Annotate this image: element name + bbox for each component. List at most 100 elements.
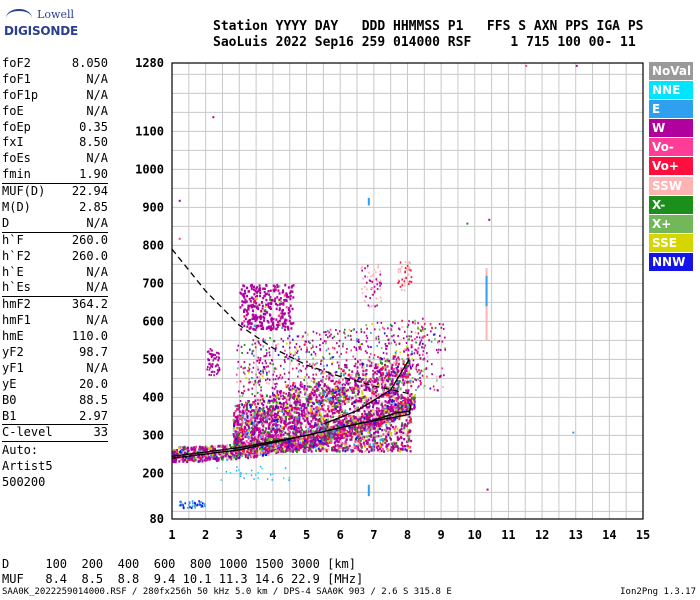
echo-point xyxy=(275,404,278,407)
echo-point xyxy=(254,442,257,445)
echo-point xyxy=(326,432,329,435)
echo-point xyxy=(243,448,246,451)
echo-point xyxy=(326,330,329,333)
echo-point xyxy=(381,405,384,408)
echo-point xyxy=(419,342,421,345)
echo-point xyxy=(357,389,360,392)
echo-point xyxy=(244,409,247,413)
echo-point xyxy=(360,432,363,435)
echo-point xyxy=(271,409,274,412)
echo-point xyxy=(400,396,403,399)
echo-point xyxy=(274,433,277,436)
echo-point xyxy=(371,388,374,391)
echo-point xyxy=(246,369,249,372)
echo-point xyxy=(288,306,291,310)
echo-point xyxy=(251,433,254,437)
echo-point xyxy=(226,445,229,449)
echo-point xyxy=(286,353,288,356)
echo-point xyxy=(271,386,274,389)
echo-point xyxy=(294,416,297,420)
echo-point xyxy=(368,415,371,418)
echo-point xyxy=(356,370,359,373)
echo-point xyxy=(288,387,291,390)
echo-point xyxy=(319,362,322,365)
echo-point xyxy=(302,448,305,452)
echo-point xyxy=(241,428,244,431)
echo-point xyxy=(376,372,378,375)
echo-point xyxy=(321,399,324,402)
echo-point xyxy=(254,426,257,429)
echo-point xyxy=(331,379,334,383)
echo-point xyxy=(374,423,377,427)
echo-point xyxy=(250,287,253,291)
echo-point xyxy=(315,449,318,452)
echo-point xyxy=(368,445,371,449)
echo-point xyxy=(321,428,324,432)
echo-point xyxy=(288,439,291,442)
echo-point xyxy=(321,370,324,373)
echo-point xyxy=(357,415,360,418)
echo-point xyxy=(318,395,321,398)
echo-point xyxy=(357,376,360,380)
echo-point xyxy=(353,404,356,408)
echo-point xyxy=(294,407,297,411)
echo-point xyxy=(283,443,286,446)
echo-point xyxy=(300,426,303,429)
echo-point xyxy=(243,344,246,347)
echo-point xyxy=(407,373,409,376)
echo-point xyxy=(307,420,310,424)
echo-point xyxy=(401,326,404,329)
echo-point xyxy=(248,422,251,425)
echo-point xyxy=(284,442,287,445)
echo-point xyxy=(382,419,385,422)
echo-point xyxy=(404,445,407,448)
echo-point xyxy=(291,387,294,391)
echo-point xyxy=(400,369,403,372)
echo-point xyxy=(259,399,262,402)
echo-point xyxy=(356,433,359,436)
echo-point xyxy=(240,288,243,291)
echo-point xyxy=(294,346,296,349)
echo-point xyxy=(180,451,183,454)
echo-point xyxy=(412,363,414,366)
echo-point xyxy=(240,434,243,438)
echo-point xyxy=(397,335,399,338)
echo-point xyxy=(306,346,308,349)
echo-point xyxy=(184,447,187,451)
echo-point xyxy=(266,420,269,424)
echo-point xyxy=(327,440,330,443)
echo-point xyxy=(268,445,271,449)
echo-point xyxy=(394,391,397,394)
echo-point xyxy=(270,412,273,416)
echo-point xyxy=(375,337,378,340)
echo-point xyxy=(357,444,360,447)
echo-point xyxy=(353,446,356,449)
echo-point xyxy=(309,392,312,396)
param-name: h`F2 xyxy=(2,248,31,263)
echo-point xyxy=(349,417,352,420)
echo-point xyxy=(347,400,350,403)
echo-point xyxy=(285,446,288,450)
echo-point xyxy=(385,394,388,397)
echo-point xyxy=(403,403,406,406)
echo-point xyxy=(323,368,326,371)
echo-point xyxy=(304,343,306,346)
echo-point xyxy=(288,414,291,418)
echo-point xyxy=(330,430,333,433)
echo-point xyxy=(393,371,396,374)
echo-point xyxy=(339,386,342,390)
echo-point xyxy=(262,345,265,348)
echo-point xyxy=(315,382,318,385)
echo-point xyxy=(279,416,282,420)
echo-point xyxy=(414,378,416,381)
echo-point xyxy=(361,392,364,395)
echo-point xyxy=(376,379,379,382)
echo-point xyxy=(255,426,258,430)
echo-point xyxy=(379,427,382,430)
echo-point xyxy=(246,446,249,449)
echo-point xyxy=(306,360,308,363)
echo-point xyxy=(307,435,310,438)
echo-point xyxy=(349,381,352,384)
echo-point xyxy=(284,416,287,419)
echo-point xyxy=(197,455,200,458)
